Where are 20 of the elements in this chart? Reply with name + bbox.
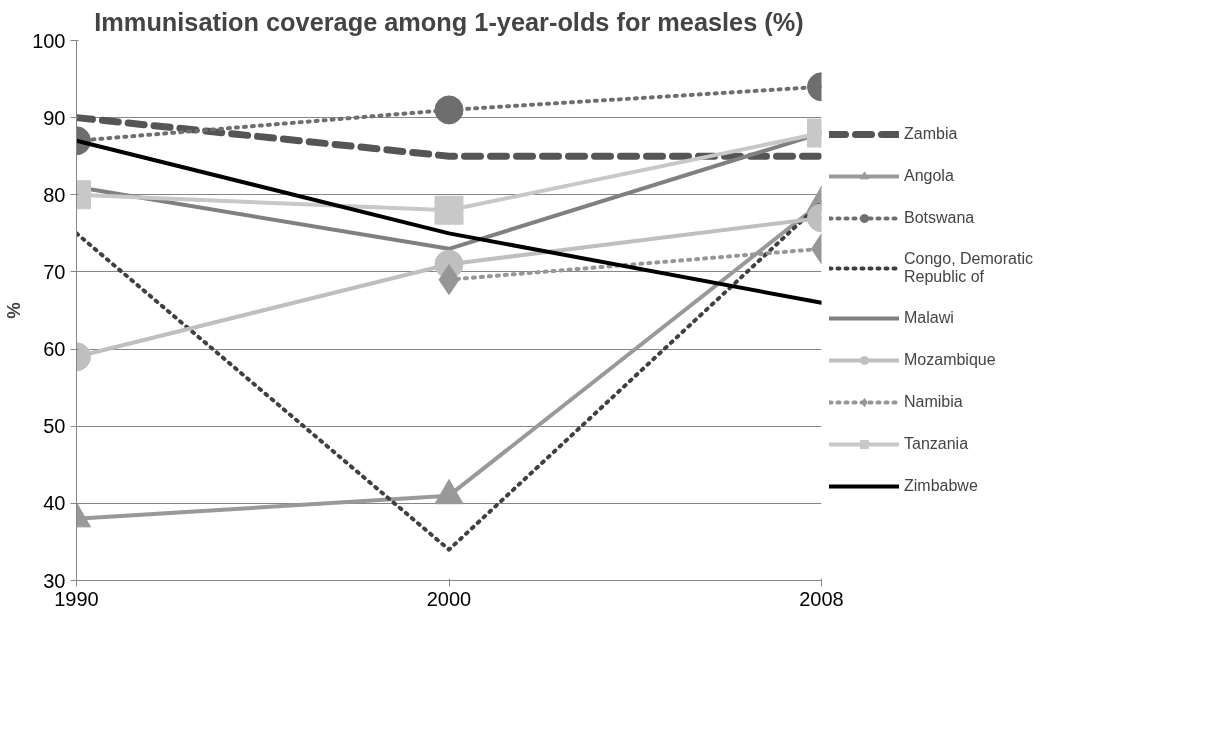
legend-label: Namibia bbox=[904, 393, 964, 411]
legend-label: Angola bbox=[904, 167, 955, 185]
y-tick-label: 40 bbox=[43, 492, 66, 515]
legend-label: Botswana bbox=[904, 209, 976, 227]
legend-label: Congo, Demoratic Republic of bbox=[904, 250, 1033, 286]
y-tick-label: 80 bbox=[43, 183, 66, 206]
y-axis-title: % bbox=[3, 301, 25, 319]
y-tick-label: 50 bbox=[43, 415, 66, 438]
x-tick-label: 2000 bbox=[426, 587, 472, 610]
y-tick-label: 70 bbox=[43, 260, 66, 283]
y-tick-label: 60 bbox=[43, 338, 66, 361]
y-tick-label: 90 bbox=[43, 106, 66, 129]
legend-label: Zambia bbox=[904, 125, 959, 143]
legend-label: Tanzania bbox=[904, 435, 970, 453]
legend-label: Malawi bbox=[904, 309, 955, 327]
chart-title: Immunisation coverage among 1-year-olds for measles (%) bbox=[94, 7, 804, 36]
legend-label: Mozambique bbox=[904, 351, 997, 369]
legend-label: Zimbabwe bbox=[904, 477, 979, 495]
x-tick-label: 2008 bbox=[799, 587, 844, 610]
y-tick-label: 100 bbox=[32, 29, 66, 52]
